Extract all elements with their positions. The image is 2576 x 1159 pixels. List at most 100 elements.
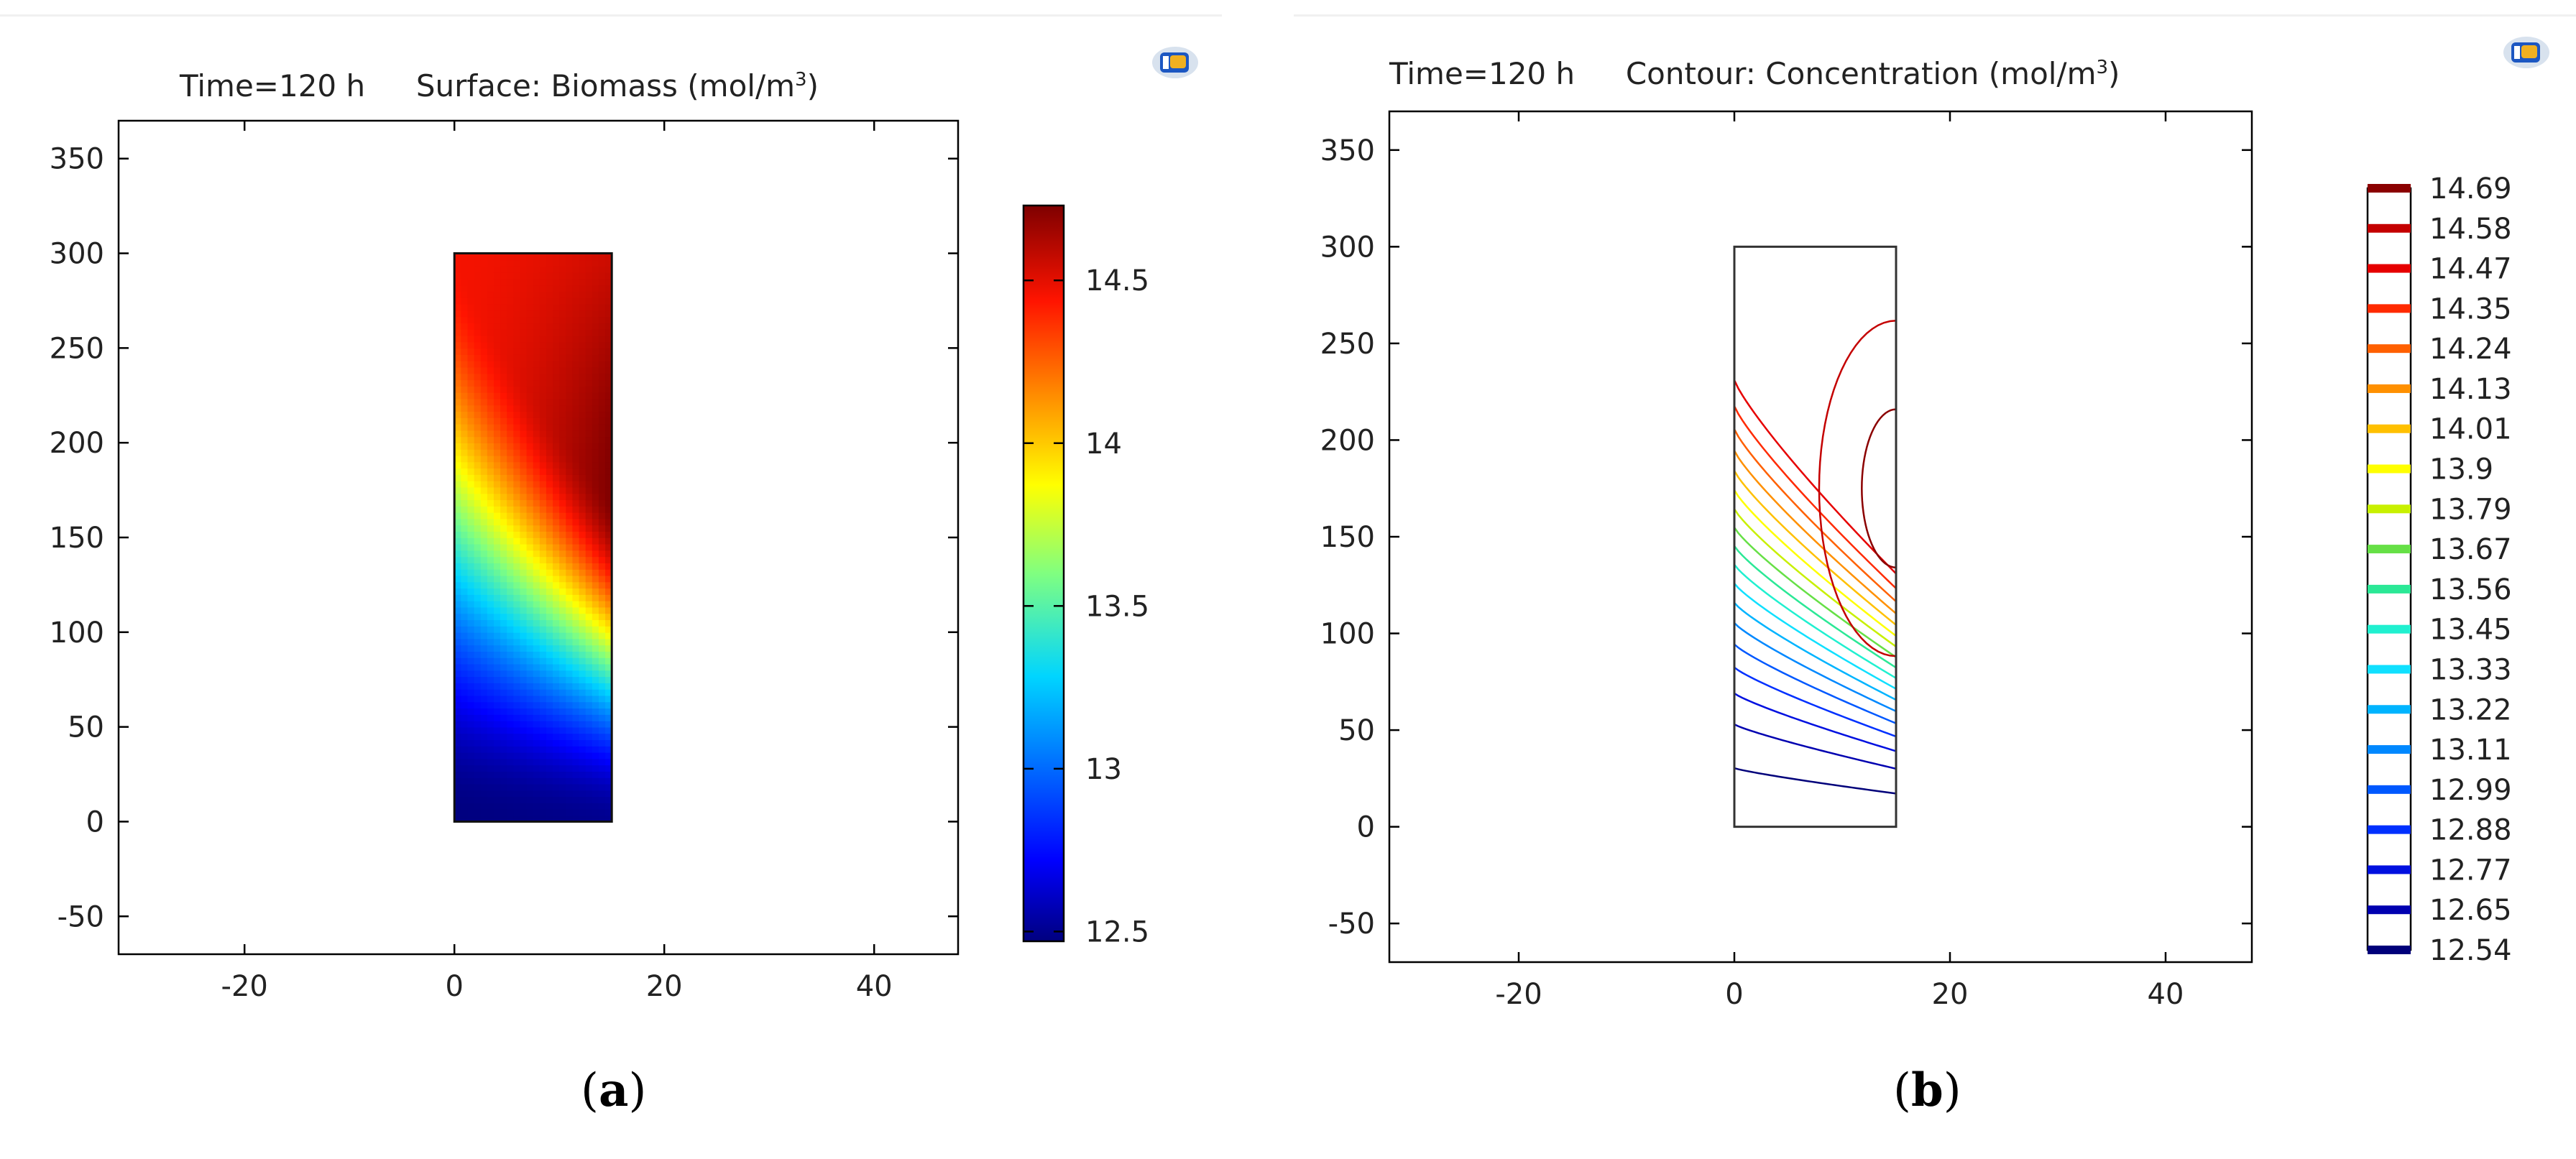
- surface-cell: [507, 506, 515, 513]
- surface-cell: [507, 563, 515, 570]
- surface-cell: [546, 600, 553, 608]
- surface-cell: [566, 790, 574, 798]
- surface-cell: [605, 568, 612, 576]
- surface-cell: [507, 392, 515, 400]
- surface-cell: [493, 701, 501, 709]
- surface-cell: [559, 285, 567, 292]
- surface-cell: [500, 588, 507, 595]
- surface-cell: [566, 563, 574, 570]
- surface-cell: [507, 486, 515, 494]
- surface-cell: [559, 588, 567, 595]
- surface-cell: [539, 739, 547, 747]
- surface-cell: [467, 531, 475, 538]
- surface-cell: [487, 430, 494, 438]
- surface-cell: [507, 790, 515, 798]
- surface-cell: [553, 771, 560, 778]
- surface-cell: [526, 708, 534, 715]
- surface-cell: [526, 386, 534, 393]
- surface-cell: [526, 588, 534, 595]
- surface-cell: [592, 335, 599, 343]
- surface-cell: [559, 796, 567, 803]
- surface-cell: [493, 417, 501, 425]
- surface-cell: [526, 297, 534, 305]
- surface-cell: [566, 808, 574, 816]
- surface-cell: [513, 695, 521, 703]
- surface-cell: [553, 613, 560, 621]
- surface-cell: [546, 790, 553, 798]
- surface-cell: [539, 657, 547, 665]
- surface-cell: [598, 720, 606, 728]
- surface-cell: [500, 790, 507, 798]
- surface-cell: [553, 329, 560, 336]
- surface-cell: [533, 417, 540, 425]
- surface-cell: [493, 461, 501, 469]
- surface-cell: [480, 253, 488, 261]
- surface-cell: [546, 303, 553, 311]
- surface-cell: [487, 392, 494, 400]
- surface-cell: [598, 695, 606, 703]
- surface-cell: [533, 480, 540, 488]
- surface-cell: [572, 758, 580, 766]
- surface-cell: [533, 386, 540, 393]
- surface-cell: [585, 746, 593, 753]
- surface-cell: [572, 803, 580, 810]
- surface-cell: [467, 335, 475, 343]
- surface-cell: [461, 310, 469, 318]
- surface-cell: [572, 480, 580, 488]
- surface-cell: [500, 366, 507, 374]
- surface-cell: [480, 386, 488, 393]
- surface-cell: [572, 783, 580, 791]
- surface-cell: [500, 575, 507, 583]
- surface-cell: [566, 360, 574, 368]
- surface-cell: [553, 417, 560, 425]
- surface-cell: [598, 758, 606, 766]
- surface-cell: [605, 790, 612, 798]
- surface-cell: [454, 392, 462, 400]
- surface-cell: [480, 575, 488, 583]
- surface-cell: [474, 581, 482, 589]
- surface-cell: [539, 695, 547, 703]
- surface-cell: [493, 537, 501, 545]
- surface-cell: [454, 480, 462, 488]
- surface-cell: [487, 581, 494, 589]
- surface-cell: [513, 512, 521, 520]
- surface-cell: [474, 765, 482, 772]
- surface-cell: [605, 563, 612, 570]
- surface-cell: [520, 430, 528, 438]
- surface-cell: [467, 670, 475, 678]
- surface-cell: [487, 676, 494, 683]
- surface-cell: [546, 777, 553, 785]
- surface-cell: [553, 430, 560, 438]
- plot-frame-b: [1388, 110, 2253, 964]
- surface-cell: [526, 790, 534, 798]
- surface-cell: [507, 379, 515, 387]
- surface-cell: [605, 752, 612, 759]
- surface-cell: [461, 581, 469, 589]
- surface-cell: [474, 423, 482, 431]
- surface-cell: [467, 746, 475, 753]
- surface-cell: [579, 448, 586, 456]
- surface-cell: [526, 543, 534, 551]
- surface-cell: [493, 803, 501, 810]
- surface-cell: [592, 291, 599, 298]
- surface-cell: [487, 531, 494, 538]
- surface-cell: [454, 575, 462, 583]
- surface-cell: [566, 739, 574, 747]
- contour-line: [1734, 767, 1897, 795]
- panel-label-a: a: [598, 1063, 629, 1117]
- surface-cell: [461, 556, 469, 563]
- surface-cell: [507, 708, 515, 715]
- surface-cell: [507, 720, 515, 728]
- surface-cell: [553, 783, 560, 791]
- surface-cell: [553, 474, 560, 481]
- legend-swatch: [2368, 905, 2411, 915]
- surface-cell: [566, 765, 574, 772]
- surface-cell: [467, 632, 475, 639]
- surface-cell: [467, 815, 475, 823]
- colorbar-a: [1022, 204, 1065, 943]
- surface-cell: [507, 758, 515, 766]
- surface-cell: [559, 683, 567, 690]
- surface-cell: [579, 323, 586, 330]
- surface-cell: [461, 486, 469, 494]
- surface-cell: [500, 739, 507, 747]
